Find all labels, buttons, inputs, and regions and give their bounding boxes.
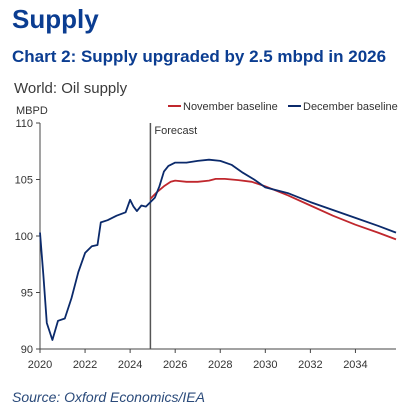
legend: November baseline December baseline <box>168 101 398 113</box>
x-tick-label: 2034 <box>343 359 367 371</box>
axes <box>36 122 396 353</box>
series-lines <box>39 158 397 341</box>
legend-label-0: November baseline <box>183 101 278 113</box>
y-tick-label: 105 <box>15 175 33 187</box>
y-tick-label: 90 <box>21 344 33 356</box>
legend-label-1: December baseline <box>303 101 398 113</box>
y-tick-label: 95 <box>21 288 33 300</box>
x-tick-label: 2032 <box>298 359 322 371</box>
x-tick-label: 2028 <box>208 359 232 371</box>
y-tick-label: 100 <box>15 231 33 243</box>
series-line-1 <box>39 158 397 341</box>
chart-subtitle: World: Oil supply <box>14 80 128 97</box>
series-line-0 <box>149 178 397 241</box>
source-note: Source: Oxford Economics/IEA <box>12 389 205 405</box>
x-tick-label: 2030 <box>253 359 277 371</box>
page-title: Supply <box>12 4 99 34</box>
x-tick-label: 2024 <box>118 359 142 371</box>
y-tick-label: 110 <box>15 118 33 130</box>
x-tick-label: 2026 <box>163 359 187 371</box>
y-axis-unit-label: MBPD <box>16 105 48 117</box>
x-tick-label: 2022 <box>73 359 97 371</box>
forecast-label: Forecast <box>154 125 197 137</box>
x-tick-label: 2020 <box>28 359 52 371</box>
chart-title: Chart 2: Supply upgraded by 2.5 mbpd in … <box>12 47 387 66</box>
